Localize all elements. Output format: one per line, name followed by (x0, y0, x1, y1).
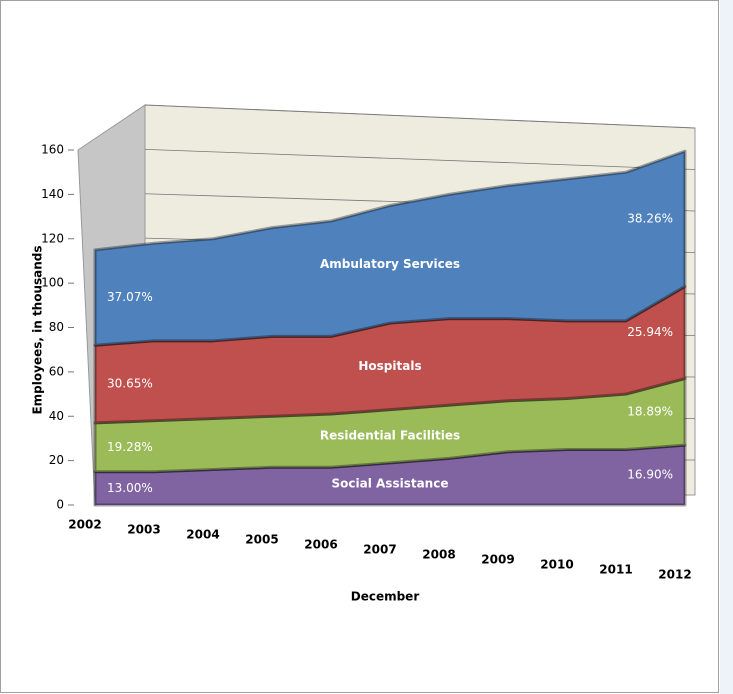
y-tick-label: 80 (49, 320, 64, 334)
x-tick-label: 2004 (186, 528, 219, 542)
grid-line (144, 104, 696, 129)
y-tick-label: 160 (41, 143, 64, 157)
share-label: 16.90% (627, 468, 673, 482)
x-tick-label: 2009 (481, 553, 514, 567)
y-tick-label: 0 (56, 498, 64, 512)
x-tick-label: 2010 (540, 558, 573, 572)
x-axis-title: December (351, 590, 420, 604)
grid-line (144, 148, 696, 170)
y-tick-label: 100 (41, 276, 64, 290)
series-label: Ambulatory Services (320, 257, 460, 271)
share-label: 37.07% (107, 290, 153, 304)
y-tick-label: 120 (41, 231, 64, 245)
x-tick-label: 2012 (658, 568, 691, 582)
share-label: 19.28% (107, 440, 153, 454)
y-axis-title: Employees, in thousands (31, 245, 45, 414)
y-tick-label: 20 (49, 453, 64, 467)
series-label: Social Assistance (332, 476, 449, 490)
x-tick-label: 2006 (304, 538, 337, 552)
x-tick-label: 2005 (245, 533, 278, 547)
share-label: 13.00% (107, 481, 153, 495)
x-tick-label: 2008 (422, 548, 455, 562)
series-label: Residential Facilities (320, 429, 460, 443)
series-label: Hospitals (358, 359, 421, 373)
area (93, 149, 687, 347)
share-label: 18.89% (627, 404, 673, 418)
share-label: 38.26% (627, 211, 673, 225)
y-tick-label: 60 (49, 364, 64, 378)
scroll-strip (720, 0, 733, 694)
x-tick-label: 2002 (68, 518, 101, 532)
y-tick-label: 140 (41, 187, 64, 201)
x-tick-label: 2007 (363, 543, 396, 557)
y-tick-label: 40 (49, 409, 64, 423)
x-tick-label: 2011 (599, 563, 632, 577)
share-label: 25.94% (627, 325, 673, 339)
share-label: 30.65% (107, 377, 153, 391)
x-tick-label: 2003 (127, 523, 160, 537)
